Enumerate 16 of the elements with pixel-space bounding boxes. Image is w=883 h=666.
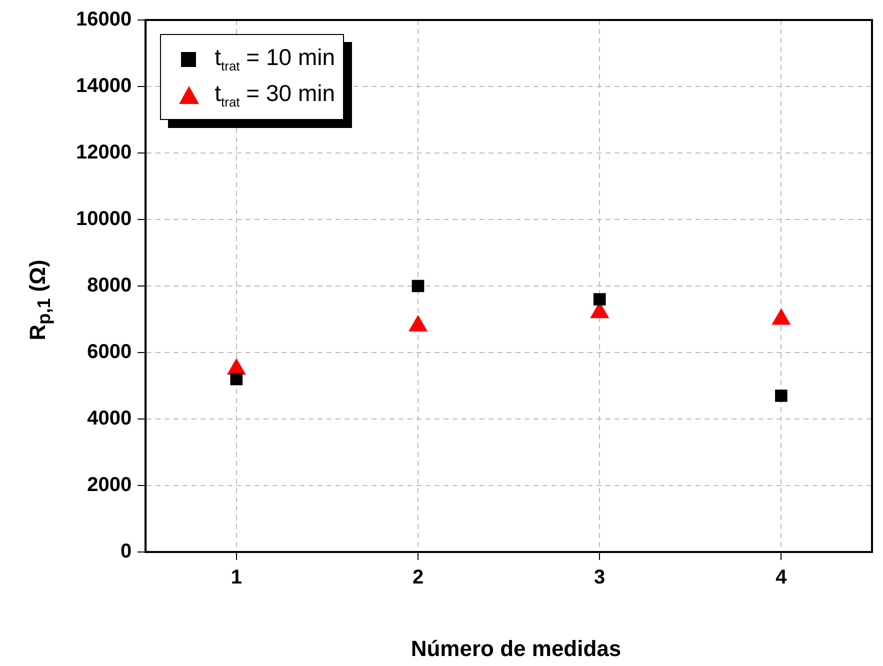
- y-tick-label: 2000: [87, 474, 132, 496]
- y-tick-label: 4000: [87, 408, 132, 430]
- x-tick-label: 3: [594, 566, 606, 589]
- x-tick-label: 1: [230, 566, 242, 589]
- legend-label: t$_{trat}$ = 30 min: [214, 80, 336, 110]
- x-tick-label: 2: [412, 566, 424, 589]
- y-tick-label: 6000: [87, 341, 132, 364]
- y-tick-label: 12000: [76, 142, 132, 164]
- legend-label: t$_{trat}$ = 10 min: [214, 44, 336, 74]
- y-tick-label: 14000: [76, 75, 132, 98]
- y-tick-label: 8000: [87, 274, 132, 297]
- x-tick-label: 4: [776, 566, 788, 589]
- x-axis-title: Número de medidas: [410, 636, 622, 662]
- y-tick-label: 16000: [76, 8, 132, 31]
- y-tick-label: 0: [120, 540, 132, 563]
- y-tick-label: 10000: [76, 208, 132, 230]
